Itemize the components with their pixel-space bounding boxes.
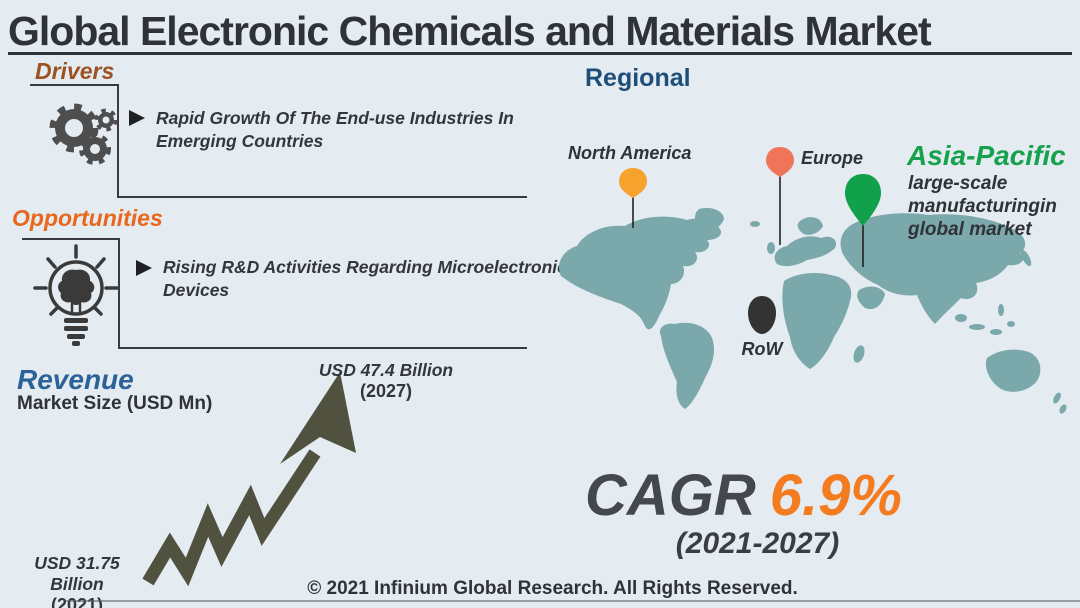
revenue-end-year: (2027) [359, 381, 413, 401]
region-label-row: RoW [741, 339, 783, 359]
page-title: Global Electronic Chemicals and Material… [8, 8, 932, 54]
asia-pacific-pin-icon [845, 174, 881, 267]
world-map [558, 208, 1067, 414]
opportunities-heading: Opportunities [12, 205, 163, 231]
row-marker-icon [748, 296, 776, 334]
zigzag-growth-arrow [142, 372, 356, 587]
regional-heading: Regional [585, 64, 691, 92]
drivers-bracket-vertical [117, 84, 119, 198]
footer-rule [65, 600, 1080, 602]
revenue-start-value: USD 31.75 Billion [34, 553, 120, 594]
opportunities-bracket-vertical [118, 238, 120, 349]
cagr-label: CAGR [585, 463, 756, 528]
revenue-heading: Revenue [17, 364, 134, 395]
title-underline [8, 52, 1072, 55]
cagr-period: (2021-2027) [675, 527, 840, 560]
region-label-europe: Europe [801, 148, 864, 168]
driver-item-text: Rapid Growth Of The End-use Industries I… [156, 108, 514, 151]
revenue-subtitle: Market Size (USD Mn) [17, 393, 213, 414]
revenue-end-value: USD 47.4 Billion [318, 360, 454, 380]
copyright-text: © 2021 Infinium Global Research. All Rig… [307, 578, 798, 599]
region-label-asia-pacific: Asia-Pacific [907, 140, 1066, 171]
drivers-heading: Drivers [35, 58, 115, 84]
driver-bullet-arrow-icon [129, 110, 145, 126]
cagr-value: 6.9% [769, 463, 902, 528]
opportunities-bracket-bottom [118, 347, 527, 349]
region-label-north-america: North America [568, 143, 692, 163]
revenue-end-label: USD 47.4 Billion (2027) [310, 360, 462, 402]
opportunities-bracket-top [22, 238, 120, 240]
cagr-block: CAGR 6.9% [585, 462, 902, 529]
north-america-pin-icon [619, 168, 647, 228]
lightbulb-brain-icon [33, 244, 119, 346]
drivers-bracket-bottom [117, 196, 527, 198]
drivers-bracket-top [30, 84, 118, 86]
europe-pin-icon [766, 147, 794, 245]
gears-icon [49, 103, 118, 165]
opportunity-item-text: Rising R&D Activities Regarding Microele… [163, 257, 567, 300]
asia-pacific-note: large-scale manufacturingin global marke… [908, 173, 1057, 240]
opportunity-bullet-arrow-icon [136, 260, 152, 276]
